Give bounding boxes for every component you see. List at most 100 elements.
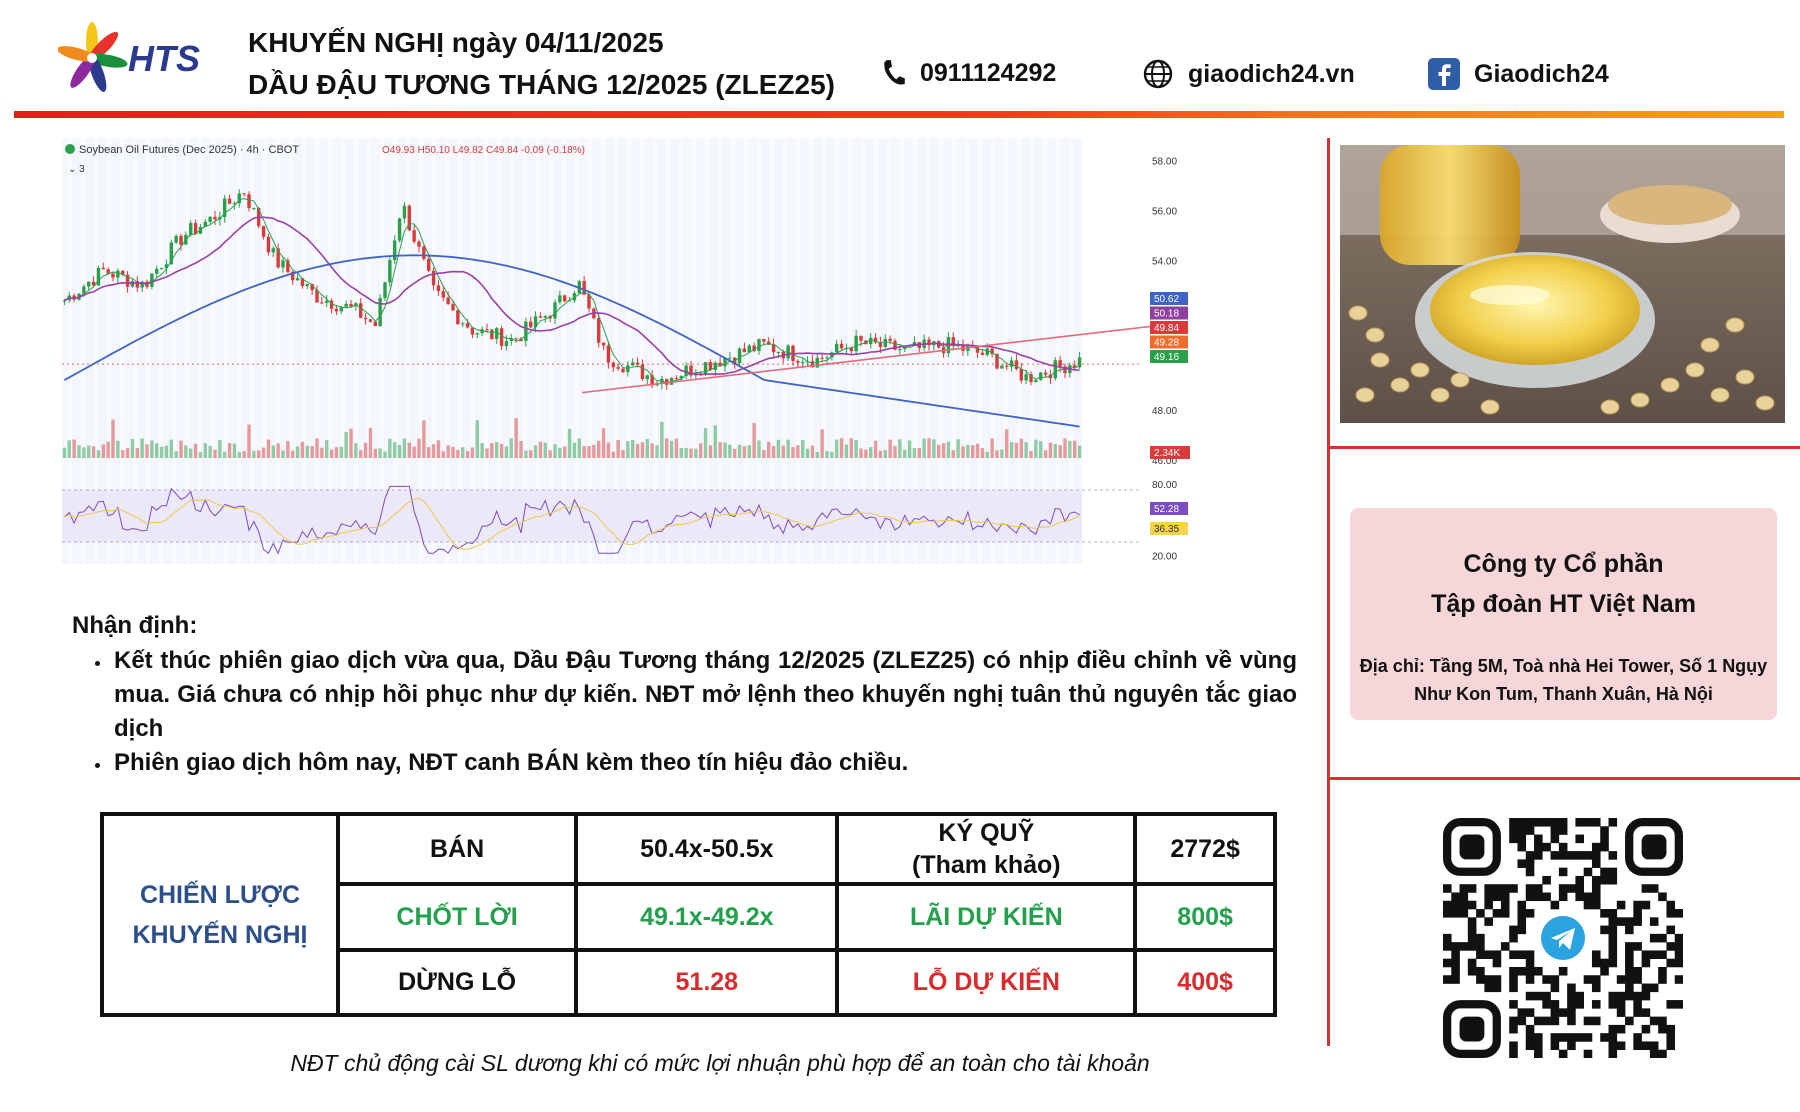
qr-module: [1517, 900, 1527, 910]
qr-module: [1500, 884, 1510, 893]
candle-body: [295, 278, 300, 281]
candle-body: [402, 205, 407, 219]
qr-module: [1567, 851, 1576, 860]
qr-module: [1509, 1041, 1518, 1051]
phone-number: 0911124292: [920, 58, 1057, 87]
candle-body: [1043, 372, 1048, 375]
qr-module: [1550, 1016, 1560, 1026]
qr-module: [1558, 1033, 1568, 1042]
volume-bar: [363, 442, 368, 458]
candle-body: [975, 346, 980, 353]
volume-bar: [184, 445, 188, 458]
candle-body: [495, 328, 499, 340]
qr-module: [1500, 900, 1510, 910]
qr-module: [1649, 983, 1659, 993]
qr-module: [1633, 1008, 1642, 1017]
website-contact[interactable]: giaodich24.vn: [1142, 58, 1355, 90]
candle-body: [461, 323, 465, 325]
volume-bar: [436, 440, 441, 458]
volume-bar: [150, 440, 154, 458]
qr-module: [1608, 942, 1618, 951]
candle-body: [252, 208, 256, 210]
qr-module: [1641, 1041, 1651, 1051]
volume-bar: [849, 438, 853, 458]
qr-module: [1451, 975, 1460, 984]
right-divider-2: [1327, 777, 1800, 780]
price-badge-label: 50.62: [1154, 294, 1179, 305]
volume-bar: [62, 447, 67, 458]
qr-module: [1517, 842, 1527, 852]
volume-bar: [762, 450, 766, 458]
volume-bar: [388, 438, 392, 458]
qr-module: [1649, 1016, 1659, 1026]
candle-body: [431, 270, 436, 286]
qr-module: [1550, 1000, 1560, 1009]
phone-contact[interactable]: 0911124292: [880, 58, 1056, 88]
candle-body: [504, 341, 509, 347]
qr-module: [1608, 867, 1618, 877]
qr-module: [1616, 991, 1626, 1001]
qr-module: [1459, 884, 1469, 893]
candle-body: [72, 295, 76, 300]
volume-bar: [553, 444, 557, 458]
volume-bar: [451, 446, 455, 458]
volume-bar: [145, 444, 149, 458]
qr-module: [1500, 942, 1510, 951]
qr-module: [1467, 925, 1477, 935]
qr-module: [1517, 925, 1527, 935]
volume-bar: [631, 440, 635, 458]
analysis-bullet-1: Kết thúc phiên giao dịch vừa qua, Dầu Đậ…: [112, 644, 1297, 746]
qr-module: [1525, 867, 1535, 877]
qr-module: [1509, 1000, 1518, 1009]
qr-module: [1451, 942, 1460, 951]
qr-module: [1591, 983, 1601, 993]
candle-body: [359, 303, 363, 318]
qr-module: [1591, 950, 1601, 959]
candle-body: [388, 259, 392, 283]
qr-module: [1550, 1041, 1560, 1051]
volume-bar: [941, 443, 946, 458]
qr-module: [1459, 892, 1469, 902]
candle-body: [563, 295, 567, 302]
qr-module: [1459, 900, 1469, 910]
candle-body: [164, 264, 169, 269]
volume-bar: [689, 448, 693, 458]
candle-body: [689, 365, 693, 376]
volume-bar: [912, 447, 917, 458]
volume-bar: [339, 446, 343, 458]
candle-body: [82, 286, 86, 294]
volume-bar: [130, 439, 135, 458]
volume-bar: [597, 440, 601, 458]
volume-bar: [276, 443, 280, 458]
candle-body: [951, 337, 955, 346]
facebook-contact[interactable]: Giaodich24: [1428, 58, 1609, 90]
candle-body: [747, 345, 751, 353]
volume-bar: [558, 447, 562, 458]
volume-bar: [796, 445, 800, 458]
qr-module: [1500, 909, 1510, 918]
hts-logo: [57, 22, 128, 94]
qr-finder-inner: [1459, 1016, 1485, 1042]
candle-body: [446, 297, 450, 305]
volume-bar: [888, 439, 892, 458]
candle-body: [1029, 374, 1033, 383]
volume-bar: [650, 443, 654, 458]
volume-bar: [519, 440, 523, 458]
qr-module: [1558, 867, 1568, 877]
telegram-qr-code[interactable]: [1443, 818, 1684, 1059]
qr-module: [1658, 933, 1667, 943]
volume-bar: [587, 445, 591, 458]
strategy-label-line-2: KHUYẾN NGHỊ: [132, 920, 308, 949]
volume-bar: [344, 431, 348, 458]
qr-module: [1558, 842, 1568, 852]
candle-body: [640, 364, 645, 380]
qr-module: [1608, 1033, 1618, 1042]
candle-body: [325, 300, 329, 303]
qr-module: [1534, 884, 1543, 893]
phone-icon: [884, 60, 905, 85]
qr-module: [1509, 826, 1518, 835]
candle-body: [927, 339, 931, 346]
qr-module: [1591, 1000, 1601, 1009]
candle-body: [684, 365, 688, 376]
volume-bar: [805, 448, 810, 458]
